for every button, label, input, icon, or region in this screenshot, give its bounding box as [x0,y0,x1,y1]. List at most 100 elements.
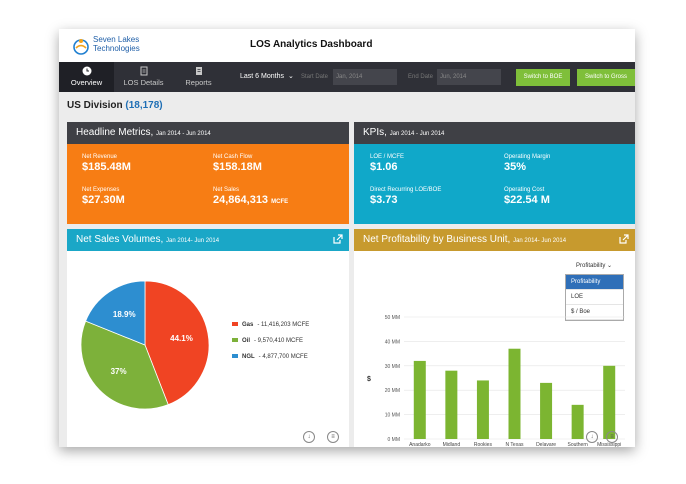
x-tick-label: Midland [443,442,461,447]
tab-overview-label: Overview [70,78,103,87]
metric-value: $185.48M [82,161,131,173]
document-icon [139,66,149,76]
switch-to-gross-button[interactable]: Switch to Gross [577,69,635,86]
legend-name: Gas [242,322,254,328]
kpi-value: $3.73 [370,194,398,206]
y-tick-label: 20 MM [385,388,400,394]
legend-swatch [232,322,238,327]
kpi-value: 35% [504,161,527,173]
tab-reports[interactable]: Reports [171,62,226,92]
net-sales-header: Net Sales Volumes, Jan 2014- Jun 2014 [67,229,349,251]
range-dropdown[interactable]: Last 6 Months [240,73,284,80]
end-date-input[interactable]: Jun, 2014 [437,69,501,85]
kpi-operating-cost: Operating Cost $22.54 M [504,187,550,206]
bar-mississippi[interactable] [603,365,616,439]
net-sales-period: Jan 2014- Jun 2014 [166,238,220,244]
legend-detail: - 11,416,203 MCFE [257,322,310,328]
kpis-period: Jan 2014 - Jun 2014 [389,131,445,137]
bar-n-texas[interactable] [508,348,521,439]
option-loe[interactable]: LOE [566,290,623,305]
profitability-period: Jan 2014- Jun 2014 [513,238,567,244]
legend-name: NGL [242,354,255,360]
bar-southern[interactable] [571,404,584,439]
x-tick-label: Anadarko [409,442,431,447]
pie-slice-gas[interactable] [144,280,210,406]
x-tick-label: N Texas [506,442,524,447]
legend-detail: - 4,877,700 MCFE [258,354,308,360]
metric-value: $158.18M [213,161,262,173]
kpi-label: Operating Cost [504,187,545,193]
metric-net-sales: Net Sales 24,864,313 MCFE [213,187,288,206]
headline-period: Jan 2014 - Jun 2014 [156,131,211,137]
x-tick-label: Rookies [474,442,493,447]
start-date-input[interactable]: Jan, 2014 [333,69,397,85]
metric-label: Net Revenue [82,154,118,160]
x-tick-label: Mississippi [597,442,621,447]
download-button-right[interactable]: ↓ [586,431,598,443]
tab-overview[interactable]: Overview [59,62,114,92]
kpis-title: KPIs, [363,127,387,138]
menu-button-left[interactable]: ≡ [327,431,339,443]
metric-value: $27.30M [82,194,125,206]
profitability-header: Net Profitability by Business Unit, Jan … [354,229,635,251]
logo-line-1: Seven Lakes [93,35,140,44]
report-icon [194,66,204,76]
metric-dropdown[interactable]: Profitability ⌄ [576,262,612,269]
headline-metrics-body: Net Revenue $185.48M Net Cash Flow $158.… [67,144,349,224]
net-sales-body: 44.1% 37% 18.9% Gas - 11,416,203 MCFE Oil - … [67,251,349,447]
y-tick-label: 40 MM [385,339,400,345]
x-tick-label: Delavare [536,442,556,447]
external-link-icon[interactable] [619,234,629,244]
pie-label-gas: 44.1% [170,334,193,343]
app-window: Seven Lakes Technologies LOS Analytics D… [59,29,635,447]
kpi-value: $22.54 M [504,194,550,206]
nav-bar: Overview LOS Details Reports Last 6 Mont… [59,62,635,92]
metric-dropdown-menu: Profitability LOE $ / Boe [565,274,624,321]
legend-swatch [232,354,238,359]
kpis-body: LOE / MCFE $1.06 Operating Margin 35% Di… [354,144,635,224]
bar-anadarko[interactable] [413,360,426,439]
clock-icon [82,66,92,76]
legend-ngl: NGL - 4,877,700 MCFE [232,354,308,360]
metric-value: 24,864,313 MCFE [213,194,288,206]
legend-swatch [232,338,238,343]
metric-label: Net Expenses [82,187,120,193]
pie-label-ngl: 18.9% [113,310,136,319]
profitability-body: Profitability ⌄ Profitability LOE $ / Bo… [354,251,635,447]
kpi-value: $1.06 [370,161,398,173]
external-link-icon[interactable] [333,234,343,244]
app-title: LOS Analytics Dashboard [250,39,373,50]
y-tick-label: 10 MM [385,413,400,419]
tab-los-details-label: LOS Details [123,78,164,87]
app-header: Seven Lakes Technologies LOS Analytics D… [59,29,635,62]
company-logo[interactable]: Seven Lakes Technologies [71,34,151,58]
tab-los-details[interactable]: LOS Details [116,62,171,92]
chevron-down-icon[interactable]: ⌄ [288,73,294,80]
kpi-label: LOE / MCFE [370,154,405,160]
pie-slice-oil[interactable] [80,320,169,410]
bar-rookies[interactable] [476,380,489,439]
option-per-boe[interactable]: $ / Boe [566,305,623,320]
bar-chart: 0 MM 10 MM 20 MM 30 MM 40 MM 50 MM $ Anadarko Mi… [367,315,625,447]
bar-delavare[interactable] [540,382,553,439]
switch-to-boe-button[interactable]: Switch to BOE [516,69,570,86]
download-button-left[interactable]: ↓ [303,431,315,443]
metric-net-expenses: Net Expenses $27.30M [82,187,125,206]
bar-midland[interactable] [445,370,458,439]
kpi-loe-mcfe: LOE / MCFE $1.06 [370,154,404,173]
metric-value-number: 24,864,313 [213,194,269,206]
headline-metrics-header: Headline Metrics, Jan 2014 - Jun 2014 [67,122,349,144]
logo-text: Seven Lakes Technologies [93,35,140,53]
net-sales-title: Net Sales Volumes, [76,234,164,245]
division-name: US Division [67,100,123,111]
y-tick-label: 50 MM [385,315,400,321]
metric-label: Net Sales [213,187,240,193]
pie-slice-ngl[interactable] [85,280,146,346]
legend-detail: - 9,570,410 MCFE [254,338,304,344]
option-profitability[interactable]: Profitability [566,275,623,290]
x-tick-label: Southern [567,442,588,447]
y-tick-label: 30 MM [385,364,400,370]
menu-button-right[interactable]: ≡ [606,431,618,443]
metric-net-revenue: Net Revenue $185.48M [82,154,131,173]
kpis-header: KPIs, Jan 2014 - Jun 2014 [354,122,635,144]
